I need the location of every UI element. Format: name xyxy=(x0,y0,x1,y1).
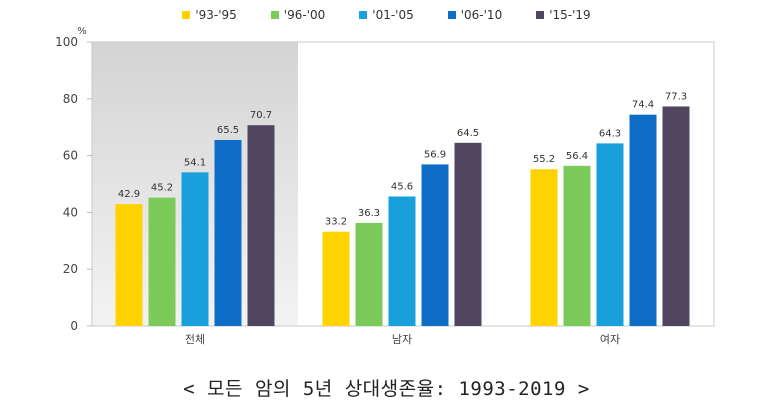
legend-item: '01-'05 xyxy=(359,8,414,22)
y-tick-label: 60 xyxy=(63,149,78,163)
x-category-label: 여자 xyxy=(600,333,620,346)
bar xyxy=(148,197,176,326)
legend-item: '96-'00 xyxy=(270,8,326,22)
legend-label: '93-'95 xyxy=(195,8,237,22)
legend-swatch xyxy=(447,11,456,19)
y-tick-label: 0 xyxy=(70,319,78,333)
bar-value-label: 45.2 xyxy=(151,183,173,194)
bar-value-label: 65.5 xyxy=(217,125,239,136)
bar-value-label: 45.6 xyxy=(391,181,413,192)
x-category-label: 전체 xyxy=(185,333,205,346)
legend-label: '96-'00 xyxy=(283,8,326,22)
legend-item: '93-'95 xyxy=(182,8,237,22)
legend-label: '06-'10 xyxy=(460,8,503,22)
bar xyxy=(214,139,242,326)
bar-value-label: 56.9 xyxy=(424,149,446,160)
y-axis-unit: % xyxy=(77,26,87,37)
bar xyxy=(115,204,143,326)
bar xyxy=(454,142,482,326)
chart-caption: < 모든 암의 5년 상대생존율: 1993-2019 > xyxy=(183,378,590,400)
bar xyxy=(421,164,449,326)
bar-value-label: 56.4 xyxy=(566,151,588,162)
bar-value-label: 64.5 xyxy=(457,128,479,139)
bar xyxy=(629,114,657,326)
y-tick-label: 20 xyxy=(63,262,78,276)
legend-swatch xyxy=(359,11,368,19)
chart-legend: '93-'95 '96-'00 '01-'05 '06-'10 '15-'19 xyxy=(0,8,773,22)
bar-value-label: 70.7 xyxy=(250,110,272,121)
y-tick-label: 80 xyxy=(63,92,78,106)
legend-swatch xyxy=(536,11,545,19)
legend-item: '15-'19 xyxy=(536,8,591,22)
legend-swatch xyxy=(182,11,191,19)
bar-value-label: 77.3 xyxy=(665,91,687,102)
bar-value-label: 74.4 xyxy=(632,100,654,111)
bar xyxy=(247,125,275,326)
y-tick-label: 100 xyxy=(55,35,78,49)
bar-value-label: 54.1 xyxy=(184,157,206,168)
legend-item: '06-'10 xyxy=(447,8,503,22)
bar-value-label: 64.3 xyxy=(599,128,621,139)
bar xyxy=(530,169,558,326)
bar xyxy=(355,222,383,326)
x-category-label: 남자 xyxy=(392,333,412,346)
bar xyxy=(596,143,624,326)
bar-value-label: 55.2 xyxy=(533,154,555,165)
bar-value-label: 42.9 xyxy=(118,189,140,200)
bar-value-label: 36.3 xyxy=(358,208,380,219)
legend-label: '01-'05 xyxy=(372,8,414,22)
bar xyxy=(181,172,209,326)
legend-swatch xyxy=(270,11,279,19)
bar xyxy=(322,231,350,326)
y-tick-label: 40 xyxy=(63,205,78,219)
legend-label: '15-'19 xyxy=(549,8,591,22)
bar xyxy=(662,106,690,326)
bar xyxy=(388,196,416,326)
bar xyxy=(563,165,591,326)
bar-value-label: 33.2 xyxy=(325,217,347,228)
